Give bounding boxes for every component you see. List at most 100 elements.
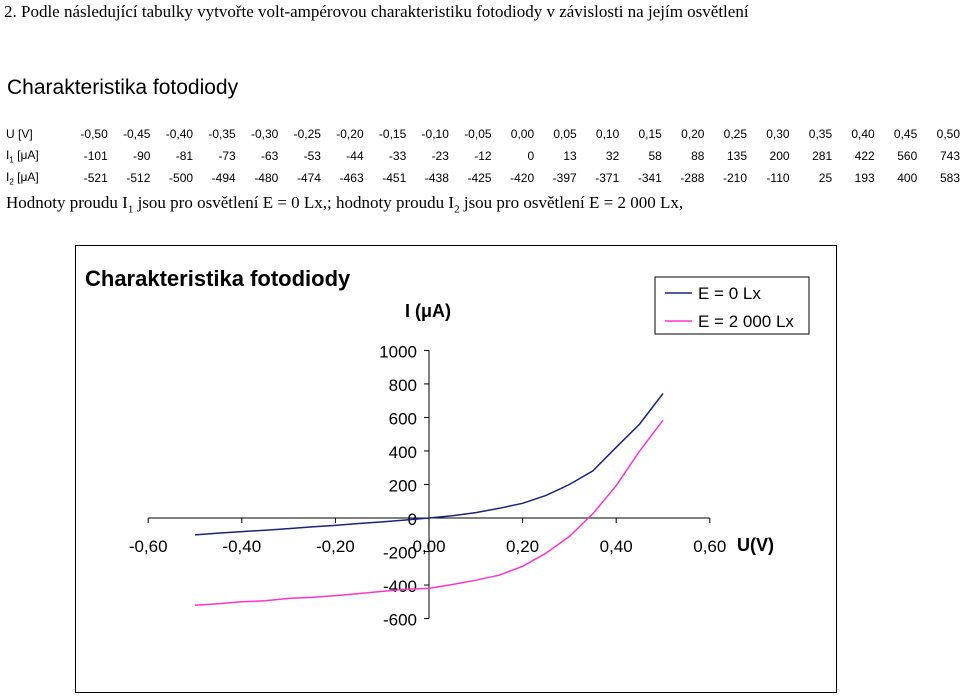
- y-tick-label: -200: [383, 544, 417, 563]
- table-cell: 743: [939, 149, 960, 163]
- legend-label: E = 2 000 Lx: [698, 312, 794, 331]
- table-cell: -110: [766, 171, 790, 185]
- y-tick-label: -600: [383, 611, 417, 630]
- table-cell: -438: [424, 171, 449, 185]
- table-cell: 193: [854, 171, 875, 185]
- row-label: U [V]: [6, 127, 33, 141]
- y-tick-label: 600: [389, 409, 417, 428]
- table-cell: 0,25: [723, 127, 748, 141]
- y-tick-label: 800: [389, 376, 417, 395]
- table-cell: -463: [339, 171, 364, 185]
- photodiode-chart: Charakteristika fotodiody I (μA) U(V) -0…: [75, 245, 837, 693]
- table-cell: 32: [605, 149, 620, 163]
- table-cell: -0,40: [165, 127, 194, 141]
- row-label-sub: 1: [9, 155, 14, 165]
- table-cell: -0,50: [80, 127, 108, 141]
- table-cell: 0: [527, 149, 535, 163]
- table-cell: -341: [637, 171, 662, 185]
- note-sub1: 1: [127, 203, 134, 216]
- table-cell: -0,35: [208, 127, 236, 141]
- chart-title: Charakteristika fotodiody: [85, 266, 351, 291]
- table-cell: -0,10: [421, 127, 449, 141]
- table-row: I2 [μA] -521 -512 -500 -494 -480 -474 -463 -451 -…: [4, 167, 960, 189]
- note-sub2: 2: [454, 203, 460, 216]
- table-cell: 58: [648, 149, 662, 163]
- note-text: Hodnoty proudu I1 jsou pro osvětlení E =…: [6, 193, 683, 215]
- table-cell: 0,40: [851, 127, 875, 141]
- table-cell: 583: [939, 171, 960, 185]
- table-cell: 0,00: [510, 127, 535, 141]
- table-cell: 0,50: [936, 127, 960, 141]
- table-cell: -0,15: [378, 127, 407, 141]
- x-tick-label: 0,40: [600, 537, 633, 556]
- table-cell: -90: [133, 149, 151, 163]
- y-tick-label: -400: [383, 577, 417, 596]
- table-cell: -451: [382, 171, 407, 185]
- table-cell: -33: [388, 149, 407, 163]
- table-cell: 135: [726, 149, 748, 163]
- row-label-sub: 2: [9, 177, 14, 187]
- table-cell: -63: [261, 149, 279, 163]
- table-cell: -210: [722, 171, 748, 185]
- table-cell: 422: [854, 149, 875, 163]
- row-label: I2 [μA]: [4, 167, 65, 189]
- table-cell: 25: [818, 171, 833, 185]
- table-cell: 0,20: [681, 127, 705, 141]
- series-line: [194, 393, 664, 536]
- note-part3: jsou pro osvětlení E = 2 000 Lx,: [459, 193, 684, 212]
- table-cell: -288: [680, 171, 705, 185]
- table-cell: -12: [474, 149, 492, 163]
- table-cell: 88: [691, 149, 705, 163]
- table-cell: 0,15: [638, 127, 662, 141]
- table-cell: 13: [563, 149, 577, 163]
- row-label-unit: [μA]: [13, 147, 39, 162]
- table-cell: 560: [897, 149, 918, 163]
- table-cell: -0,45: [123, 127, 151, 141]
- table-cell: 400: [897, 171, 918, 185]
- table-cell: 200: [769, 149, 790, 163]
- table-cell: 0,10: [595, 127, 620, 141]
- table-cell: -512: [126, 171, 151, 185]
- table-cell: -44: [346, 149, 364, 163]
- table-cell: 0,05: [553, 127, 577, 141]
- legend-label: E = 0 Lx: [698, 284, 761, 303]
- series-line: [194, 419, 664, 607]
- table-cell: -0,05: [464, 127, 492, 141]
- table-row: U [V] -0,50 -0,45 -0,40 -0,35 -0,30 -0,25 -0,20…: [4, 123, 960, 145]
- row-label-main: I: [6, 147, 10, 162]
- table-cell: -371: [595, 171, 620, 185]
- table-title: Charakteristika fotodiody: [7, 76, 239, 99]
- table-cell: -101: [83, 149, 108, 163]
- table-row: I1 [μA] -101 -90 -81 -73 -63 -53 -44 -33 -23 -12 0 1…: [4, 145, 960, 167]
- x-tick-label: 0,60: [693, 537, 726, 556]
- row-label-main: I: [6, 169, 10, 184]
- y-tick-label: 1000: [379, 342, 417, 361]
- y-tick-label: 400: [389, 443, 417, 462]
- x-tick-label: -0,60: [129, 537, 168, 556]
- table-cell: -81: [175, 149, 194, 163]
- row-label-unit: [μA]: [13, 169, 39, 184]
- table-cell: -474: [296, 171, 321, 185]
- table-cell: -425: [467, 171, 492, 185]
- x-tick-label: 0,00: [412, 537, 445, 556]
- table-cell: -494: [211, 171, 236, 185]
- table-cell: 281: [812, 149, 833, 163]
- y-axis-label: I (μA): [405, 301, 451, 321]
- table-cell: 0,30: [766, 127, 790, 141]
- table-cell: -53: [303, 149, 321, 163]
- table-cell: -0,25: [293, 127, 321, 141]
- table-cell: -521: [83, 171, 108, 185]
- table-cell: -0,20: [336, 127, 364, 141]
- x-tick-label: -0,20: [316, 537, 355, 556]
- table-cell: -397: [552, 171, 577, 185]
- x-axis-label: U(V): [737, 535, 774, 555]
- table-cell: -420: [510, 171, 535, 185]
- values-table: U [V] -0,50 -0,45 -0,40 -0,35 -0,30 -0,25 -0,20…: [4, 123, 960, 189]
- y-tick-label: 200: [389, 476, 417, 495]
- note-part2: jsou pro osvětlení E = 0 Lx,; hodnoty pr…: [133, 193, 455, 212]
- legend-box: [654, 276, 810, 335]
- table-cell: -500: [169, 171, 194, 185]
- table-cell: 0,45: [893, 127, 918, 141]
- table-cell: -23: [431, 149, 449, 163]
- x-tick-label: 0,20: [506, 537, 539, 556]
